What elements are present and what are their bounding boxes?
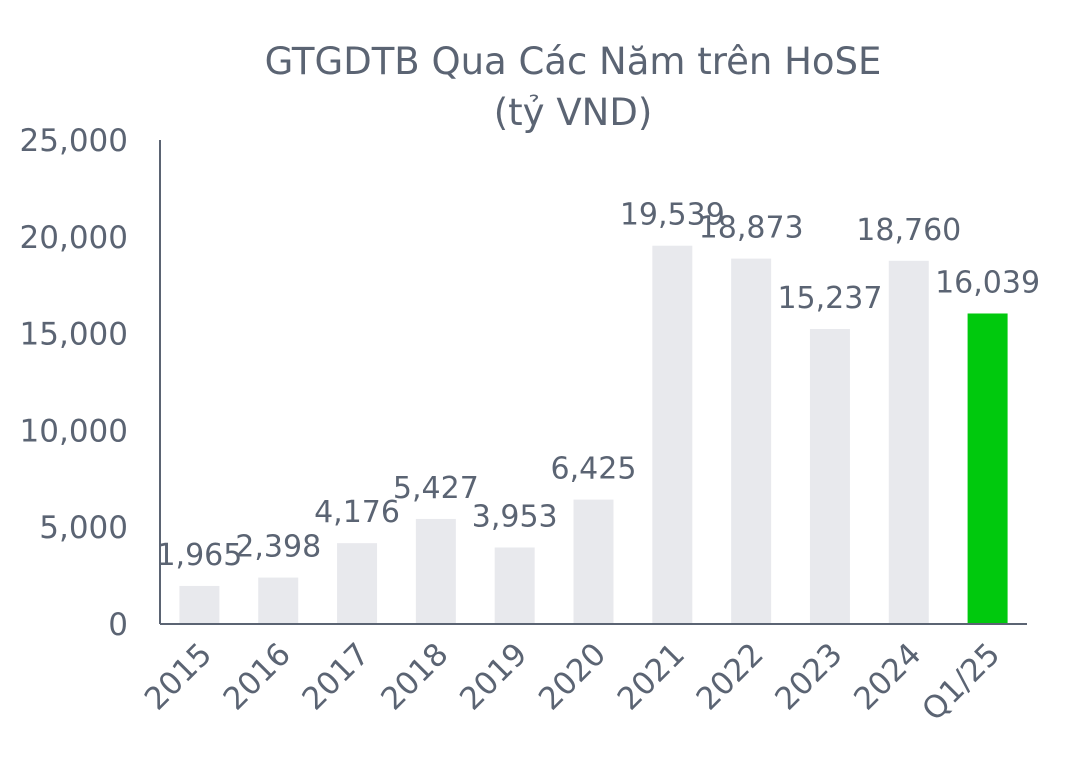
- data-label: 6,425: [551, 452, 637, 487]
- bar-2019: [494, 547, 535, 624]
- bar-2016: [258, 577, 299, 624]
- data-label: 15,237: [777, 281, 882, 316]
- data-label: 3,953: [472, 499, 558, 534]
- data-label: 5,427: [393, 471, 479, 506]
- y-tick-label: 10,000: [20, 413, 128, 449]
- x-tick-label: 2015: [138, 636, 219, 717]
- x-tick-label: 2020: [532, 636, 613, 717]
- x-tick-label: 2021: [611, 636, 692, 717]
- x-tick-label: 2019: [453, 636, 534, 717]
- y-tick-label: 15,000: [20, 317, 128, 353]
- x-tick-label: 2024: [847, 636, 928, 717]
- bar-2024: [888, 260, 929, 624]
- x-tick-label: 2017: [295, 636, 376, 717]
- bar-2022: [731, 258, 772, 624]
- bars: [179, 245, 1008, 624]
- chart-subtitle: (tỷ VND): [494, 91, 653, 134]
- bar-2017: [337, 543, 378, 624]
- data-label: 16,039: [935, 265, 1040, 300]
- bar-q1-25: [967, 313, 1008, 624]
- data-label: 1,965: [156, 538, 242, 573]
- bar-2021: [652, 245, 693, 624]
- bar-2020: [573, 499, 614, 624]
- bar-2023: [809, 329, 850, 624]
- x-tick-label: 2018: [374, 636, 455, 717]
- y-axis-ticks: 0 5,000 10,000 15,000 20,000 25,000: [20, 123, 128, 643]
- y-tick-label: 5,000: [39, 510, 128, 546]
- data-label: 18,760: [856, 213, 961, 248]
- data-label: 4,176: [314, 495, 400, 530]
- bar-2015: [179, 585, 220, 624]
- bar-2018: [415, 518, 456, 624]
- x-tick-label: 2023: [768, 636, 849, 717]
- y-tick-label: 20,000: [20, 220, 128, 256]
- data-label: 2,398: [235, 530, 321, 565]
- data-label: 19,539: [620, 198, 725, 233]
- chart-title: GTGDTB Qua Các Năm trên HoSE: [265, 40, 882, 83]
- y-tick-label: 0: [108, 607, 128, 643]
- data-label: 18,873: [699, 211, 804, 246]
- x-tick-label: Q1/25: [915, 636, 1007, 728]
- x-tick-label: 2022: [690, 636, 771, 717]
- x-tick-label: 2016: [217, 636, 298, 717]
- x-axis-ticks: 2015201620172018201920202021202220232024…: [138, 636, 1007, 728]
- y-tick-label: 25,000: [20, 123, 128, 159]
